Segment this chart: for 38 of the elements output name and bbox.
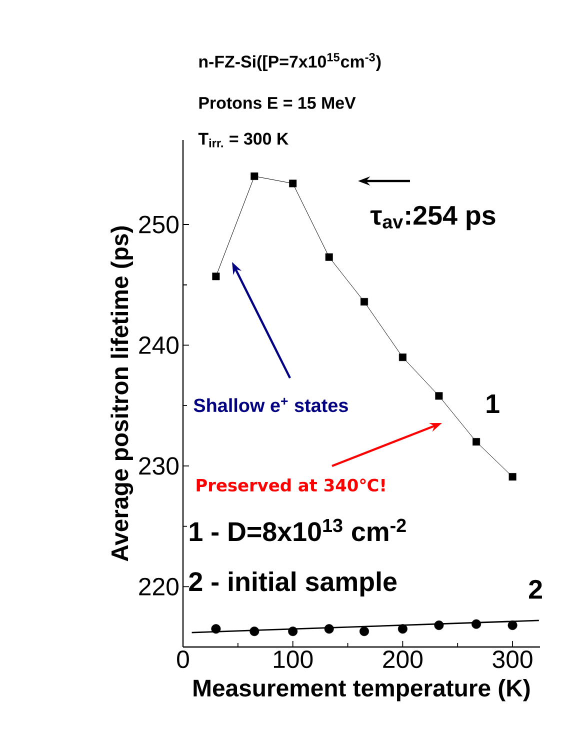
point [398, 354, 406, 362]
point [250, 626, 260, 636]
series-label: 1 [486, 394, 500, 414]
annotation: τ$_{av}$:254 ps [370, 206, 496, 230]
point [324, 624, 334, 634]
y-tick-label: 240 [139, 336, 178, 354]
annotation: 2 - initial sample [189, 571, 397, 597]
point [472, 619, 482, 629]
x-tick-label: 0 [177, 650, 189, 668]
point [508, 473, 516, 481]
point [472, 438, 480, 446]
y-tick-label: 230 [139, 457, 178, 475]
point [211, 624, 221, 634]
text: Protons E = 15 MeV [199, 97, 356, 109]
y-axis-title: Average positron lifetime (ps) [110, 226, 134, 562]
annotation: 1 - D=8x10$^{13}$ cm$^{-2}$ [190, 518, 406, 542]
point [435, 392, 443, 400]
point [288, 626, 298, 636]
point [360, 626, 369, 636]
x-tick-label: 300 [492, 650, 532, 668]
point [398, 624, 408, 634]
x-tick-label: 100 [274, 650, 313, 668]
point [508, 620, 518, 630]
y-tick-label: 220 [139, 578, 178, 596]
y-tick-label: 250 [139, 216, 178, 234]
annotation: Shallow e$^{+}$ states [194, 398, 348, 412]
text: n-FZ-Si([P=7x10$^{15}$cm$^{-3}$) [199, 52, 381, 72]
series-label: 2 [529, 580, 542, 599]
point [360, 298, 368, 306]
x-axis-title: Measurement temperature (K) [194, 679, 530, 702]
x-tick-label: 200 [383, 650, 422, 668]
point [212, 272, 220, 280]
point [434, 620, 444, 630]
annotation: T$_{irr.}$ = 300 K [198, 132, 289, 148]
point [325, 253, 333, 261]
point [250, 172, 258, 180]
point [289, 180, 297, 188]
annotation: Preserved at 340℃! [196, 478, 385, 492]
